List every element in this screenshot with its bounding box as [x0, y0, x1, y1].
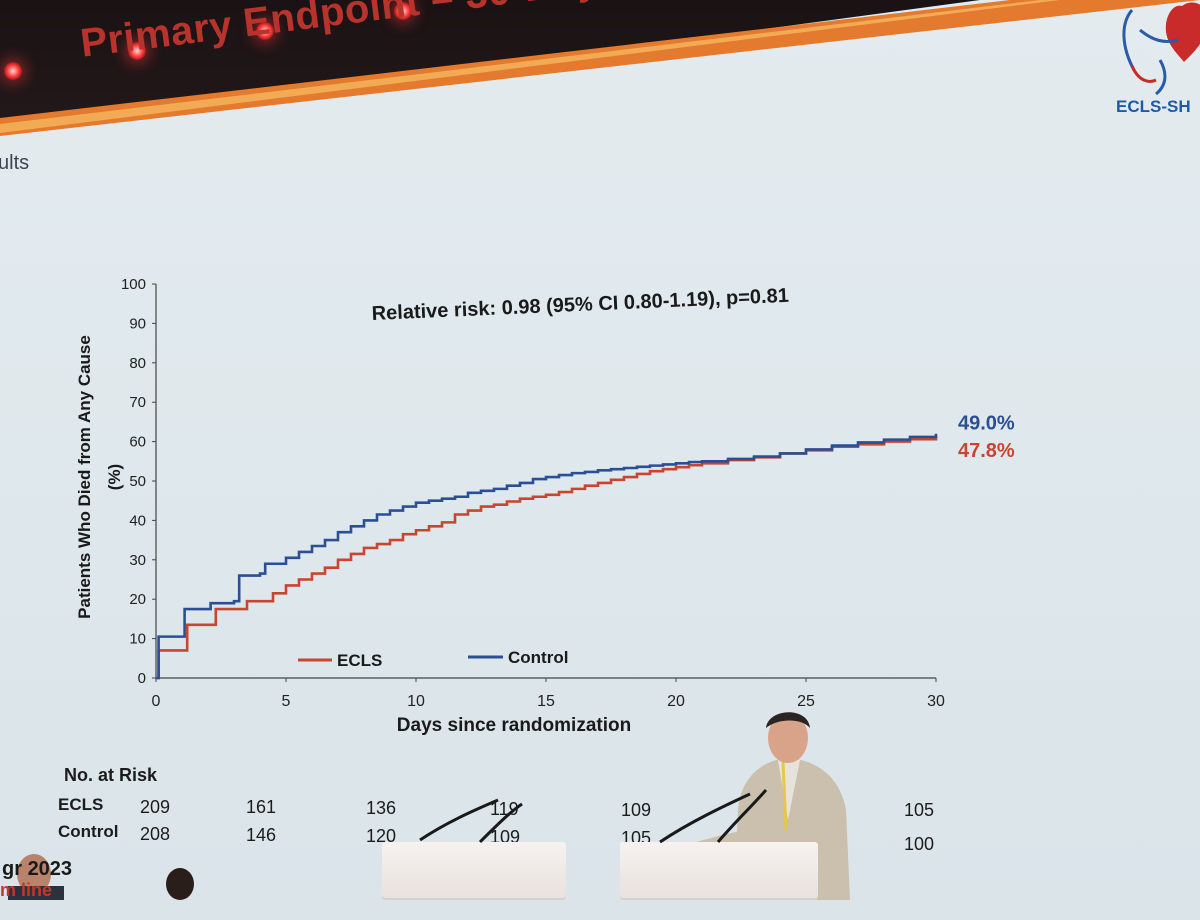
- x-tick-label: 0: [152, 693, 161, 710]
- footer-sub: m line: [0, 880, 53, 900]
- y-tick-label: 40: [129, 512, 146, 529]
- y-axis-label: Patients Who Died from Any Cause: [75, 335, 94, 619]
- risk-control-day5: 146: [246, 825, 277, 845]
- risk-control-day30: 100: [904, 834, 935, 854]
- footer-year: gr 2023: [2, 858, 72, 881]
- risk-row-name-ecls: ECLS: [58, 795, 104, 814]
- podium-left: [382, 842, 566, 900]
- footer-year-number: 2023: [27, 858, 73, 880]
- microphones: [419, 789, 768, 844]
- risk-ecls-day30: 105: [904, 800, 935, 820]
- x-tick-label: 25: [797, 693, 815, 710]
- logo-text: ECLS-SH: [1116, 97, 1191, 116]
- series-line-control: [156, 433, 938, 680]
- podium-right: [620, 842, 818, 900]
- audience: [8, 854, 64, 900]
- y-axis-unit-label: (%): [105, 464, 124, 490]
- footer-year-fragment: gr: [2, 858, 22, 880]
- y-tick-label: 60: [129, 434, 146, 451]
- x-tick-label: 30: [927, 693, 945, 710]
- risk-ecls-day0: 209: [140, 797, 171, 817]
- km-chart: 0 10 20 30 40 50 60 70 80 90 100 0 5 10 15 20 25 30 Days s…: [75, 276, 1015, 736]
- risk-control-day0: 208: [140, 824, 171, 844]
- heart-logo-icon: [1122, 2, 1200, 96]
- section-label: ults: [0, 152, 30, 174]
- y-tick-label: 70: [129, 394, 146, 411]
- y-tick-label: 100: [121, 276, 146, 293]
- y-tick-label: 80: [129, 355, 146, 372]
- x-tick-label: 20: [667, 693, 685, 710]
- risk-ecls-day20: 109: [621, 800, 652, 820]
- y-tick-label: 50: [129, 473, 146, 490]
- no-at-risk-label: No. at Risk: [64, 765, 158, 785]
- x-axis-label: Days since randomization: [397, 715, 631, 736]
- y-tick-label: 90: [129, 315, 146, 332]
- risk-ecls-day5: 161: [246, 797, 277, 817]
- risk-control-day10: 120: [366, 826, 397, 846]
- legend-label-control: Control: [508, 648, 568, 667]
- risk-ecls-day10: 136: [366, 798, 397, 818]
- legend-label-ecls: ECLS: [337, 651, 382, 670]
- end-label-control: 49.0%: [958, 413, 1015, 435]
- end-label-ecls: 47.8%: [958, 440, 1015, 462]
- x-tick-label: 15: [537, 693, 555, 710]
- y-tick-label: 10: [129, 631, 146, 648]
- risk-row-name-control: Control: [58, 822, 119, 841]
- y-tick-label: 0: [138, 670, 146, 687]
- y-tick-label: 20: [129, 591, 146, 608]
- x-tick-label: 5: [282, 693, 291, 710]
- x-tick-label: 10: [407, 693, 425, 710]
- y-tick-label: 30: [129, 552, 146, 569]
